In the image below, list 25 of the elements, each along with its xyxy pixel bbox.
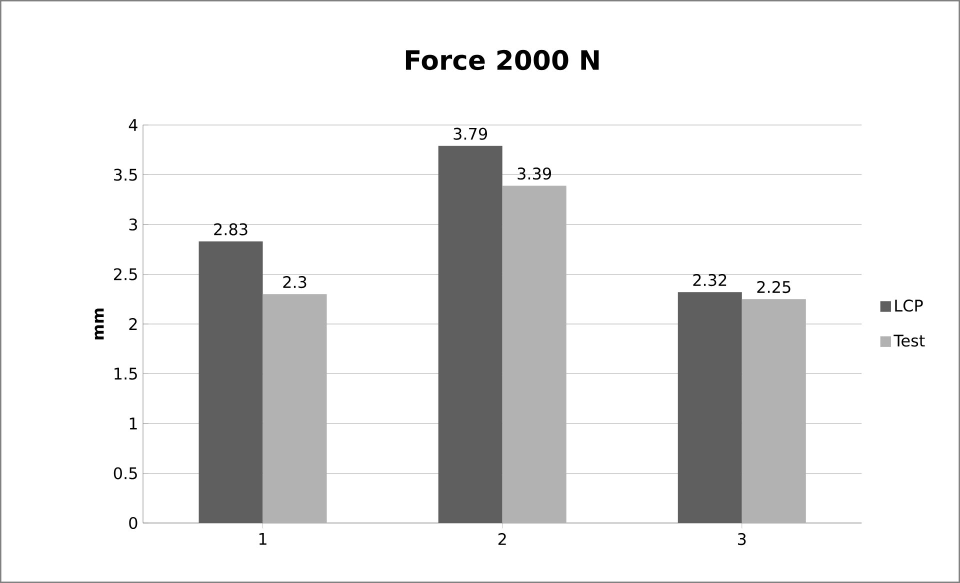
data-label: 2.32 (693, 274, 726, 286)
data-label: 3.39 (518, 168, 552, 180)
y-tick-label: 0.5 (114, 467, 137, 480)
x-tick-label: 3 (738, 533, 746, 546)
legend-label: LCP (895, 300, 923, 312)
x-tick-label: 1 (259, 533, 266, 545)
bar (678, 292, 742, 523)
y-tick-label: 3.5 (114, 168, 137, 181)
bar (438, 146, 502, 523)
y-tick-label: 2.5 (114, 268, 137, 280)
y-tick-label: 2 (129, 318, 137, 330)
y-tick-label: 3 (129, 218, 137, 231)
data-label: 3.79 (454, 128, 488, 140)
y-tick-label: 1.5 (114, 368, 137, 380)
bar (198, 241, 263, 523)
data-label: 2.83 (214, 223, 248, 236)
data-label: 2.25 (757, 280, 790, 294)
y-axis-title: mm (94, 308, 104, 340)
y-tick-label: 4 (128, 119, 138, 131)
legend-label: Test (894, 334, 925, 347)
data-label: 2.3 (283, 276, 306, 288)
x-tick-label: 2 (498, 533, 506, 545)
chart-title: Force 2000 N (406, 50, 599, 70)
y-tick-label: 1 (130, 418, 137, 430)
y-tick-label: 0 (129, 516, 138, 530)
